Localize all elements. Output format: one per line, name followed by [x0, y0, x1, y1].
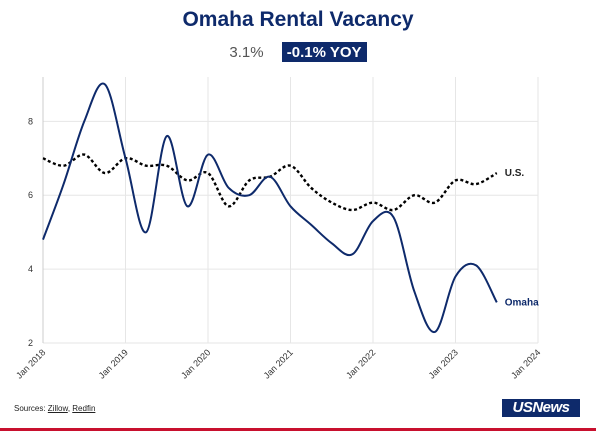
y-tick-label: 6 — [28, 190, 33, 200]
series-labels: U.S. Omaha — [505, 168, 539, 308]
sources-separator: , — [67, 404, 73, 413]
x-tick-label: Jan 2018 — [14, 347, 47, 380]
x-tick-label: Jan 2023 — [427, 347, 460, 380]
y-tick-label: 8 — [28, 116, 33, 126]
x-tick-label: Jan 2020 — [179, 347, 212, 380]
x-tick-label: Jan 2024 — [509, 347, 542, 380]
stats-row: 3.1% -0.1% YOY — [0, 42, 596, 62]
series-line-u-s — [42, 153, 498, 212]
series-line-omaha — [42, 82, 498, 333]
chart-title: Omaha Rental Vacancy — [182, 8, 414, 31]
y-tick-label: 4 — [28, 264, 33, 274]
source-link-redfin[interactable]: Redfin — [72, 404, 96, 413]
sources-prefix: Sources: — [14, 404, 48, 413]
x-tick-label: Jan 2022 — [344, 347, 377, 380]
series-label-omaha: Omaha — [505, 297, 539, 308]
source-link-zillow[interactable]: Zillow — [47, 404, 68, 413]
axes: 2 4 6 8 Jan 2018 Jan 2019 Jan 2020 Jan 2021 Jan … — [14, 77, 542, 381]
series-lines — [42, 82, 498, 333]
y-tick-label: 2 — [28, 338, 33, 348]
x-tick-label: Jan 2019 — [97, 347, 130, 380]
gridlines — [42, 77, 539, 344]
sources-note: Sources: Zillow, Redfin — [14, 404, 95, 413]
bottom-accent-rule — [0, 428, 596, 431]
usnews-logo: USNews — [502, 399, 580, 417]
series-label-u-s: U.S. — [505, 168, 525, 179]
x-tick-label: Jan 2021 — [262, 347, 295, 380]
current-vacancy-value: 3.1% — [229, 44, 264, 61]
yoy-change-badge: -0.1% YOY — [281, 42, 367, 62]
